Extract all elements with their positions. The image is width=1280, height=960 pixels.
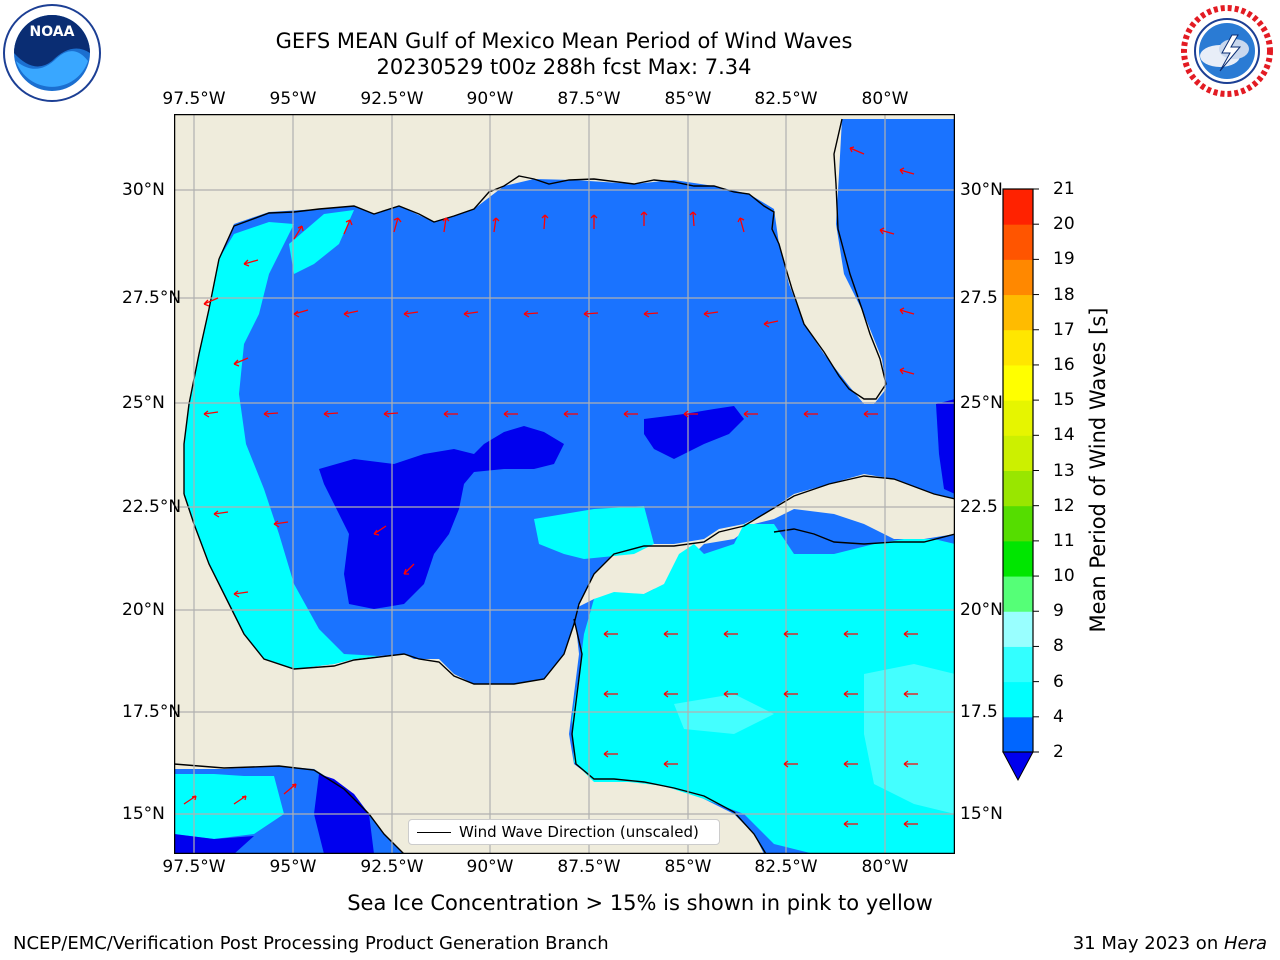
colorbar-tick-label: 16 — [1053, 354, 1075, 375]
lon-tick-bottom: 90°W — [466, 857, 514, 877]
sea-ice-note: Sea Ice Concentration > 15% is shown in … — [347, 891, 933, 915]
lon-tick-bottom: 97.5°W — [162, 857, 226, 877]
colorbar-band — [1003, 716, 1033, 753]
colorbar-band — [1003, 576, 1033, 612]
colorbar-tick-label: 9 — [1053, 601, 1064, 622]
colorbar-band — [1003, 646, 1033, 683]
lat-tick-left: 15°N — [122, 804, 165, 824]
legend-line-swatch — [417, 832, 451, 833]
colorbar-tick-label: 13 — [1053, 460, 1075, 481]
noaa-logo-text: NOAA — [30, 24, 75, 40]
noaa-logo: NOAA — [3, 4, 101, 102]
lat-tick-right: 30°N — [960, 180, 1003, 200]
colorbar — [1002, 188, 1039, 782]
colorbar-tick-label: 10 — [1053, 566, 1075, 587]
footer-credit: NCEP/EMC/Verification Post Processing Pr… — [13, 933, 609, 954]
colorbar-tick-label: 18 — [1053, 284, 1075, 305]
colorbar-tick-label: 19 — [1053, 249, 1075, 270]
lat-tick-right: 15°N — [960, 804, 1003, 824]
lon-tick-bottom: 87.5°W — [557, 857, 621, 877]
lon-tick-top: 85°W — [664, 89, 712, 109]
colorbar-tick-label: 17 — [1053, 319, 1075, 340]
lat-tick-left: 22.5°N — [122, 497, 182, 517]
colorbar-band — [1003, 259, 1033, 296]
lat-tick-right: 22.5 — [960, 497, 998, 517]
colorbar-tick-label: 6 — [1053, 671, 1064, 692]
colorbar-tick-label: 11 — [1053, 530, 1075, 551]
lat-tick-left: 27.5°N — [122, 288, 182, 308]
footer-machine: Hera — [1223, 933, 1267, 954]
colorbar-under-triangle — [1002, 751, 1034, 782]
lon-tick-top: 95°W — [269, 89, 317, 109]
lat-tick-right: 17.5 — [960, 702, 998, 722]
lon-tick-top: 97.5°W — [162, 89, 226, 109]
legend-label: Wind Wave Direction (unscaled) — [459, 823, 699, 841]
wind-wave-arrows — [183, 146, 918, 828]
footer-date: 31 May 2023 on Hera — [1073, 933, 1267, 954]
colorbar-tick-label: 2 — [1053, 742, 1064, 762]
lat-tick-left: 20°N — [122, 600, 165, 620]
gulf-map — [174, 114, 955, 854]
nws-logo — [1181, 5, 1273, 97]
colorbar-tick-label: 14 — [1053, 425, 1075, 446]
lat-tick-right: 27.5 — [960, 288, 998, 308]
colorbar-band — [1003, 294, 1033, 331]
colorbar-band — [1003, 329, 1033, 366]
lon-tick-bottom: 82.5°W — [754, 857, 818, 877]
colorbar-tick-label: 8 — [1053, 636, 1064, 657]
lat-tick-left: 17.5°N — [122, 702, 182, 722]
lon-tick-bottom: 95°W — [269, 857, 317, 877]
lat-tick-left: 30°N — [122, 180, 165, 200]
lon-tick-top: 87.5°W — [557, 89, 621, 109]
lon-tick-top: 80°W — [861, 89, 909, 109]
colorbar-band — [1003, 400, 1033, 436]
colorbar-tick-label: 15 — [1053, 390, 1075, 411]
colorbar-band — [1003, 540, 1033, 577]
lon-tick-bottom: 85°W — [664, 857, 712, 877]
chart-title: GEFS MEAN Gulf of Mexico Mean Period of … — [275, 29, 853, 53]
colorbar-band — [1003, 364, 1033, 401]
colorbar-title: Mean Period of Wind Waves [s] — [1086, 307, 1110, 633]
colorbar-band — [1003, 189, 1033, 225]
lon-tick-top: 92.5°W — [360, 89, 424, 109]
chart-subtitle: 20230529 t00z 288h fcst Max: 7.34 — [376, 55, 752, 79]
colorbar-band — [1003, 505, 1033, 542]
lon-tick-bottom: 92.5°W — [360, 857, 424, 877]
ocean-6-8 — [674, 664, 955, 814]
map-legend: Wind Wave Direction (unscaled) — [408, 819, 720, 845]
lon-tick-bottom: 80°W — [861, 857, 909, 877]
colorbar-band — [1003, 681, 1033, 718]
ocean-4-6 — [174, 210, 955, 854]
gridlines — [174, 114, 955, 854]
lon-tick-top: 82.5°W — [754, 89, 818, 109]
lat-tick-right: 20°N — [960, 600, 1003, 620]
colorbar-band — [1003, 611, 1033, 647]
colorbar-band — [1003, 435, 1033, 471]
colorbar-tick-label: 4 — [1053, 706, 1064, 727]
colorbar-band — [1003, 470, 1033, 507]
colorbar-tick-label: 12 — [1053, 495, 1075, 516]
colorbar-tick-label: 20 — [1053, 214, 1075, 235]
footer-date-text: 31 May 2023 on — [1072, 933, 1224, 954]
lon-tick-top: 90°W — [466, 89, 514, 109]
colorbar-tick-label: 21 — [1053, 179, 1075, 199]
colorbar-band — [1003, 224, 1033, 260]
lat-tick-right: 25°N — [960, 393, 1003, 413]
lat-tick-left: 25°N — [122, 393, 165, 413]
